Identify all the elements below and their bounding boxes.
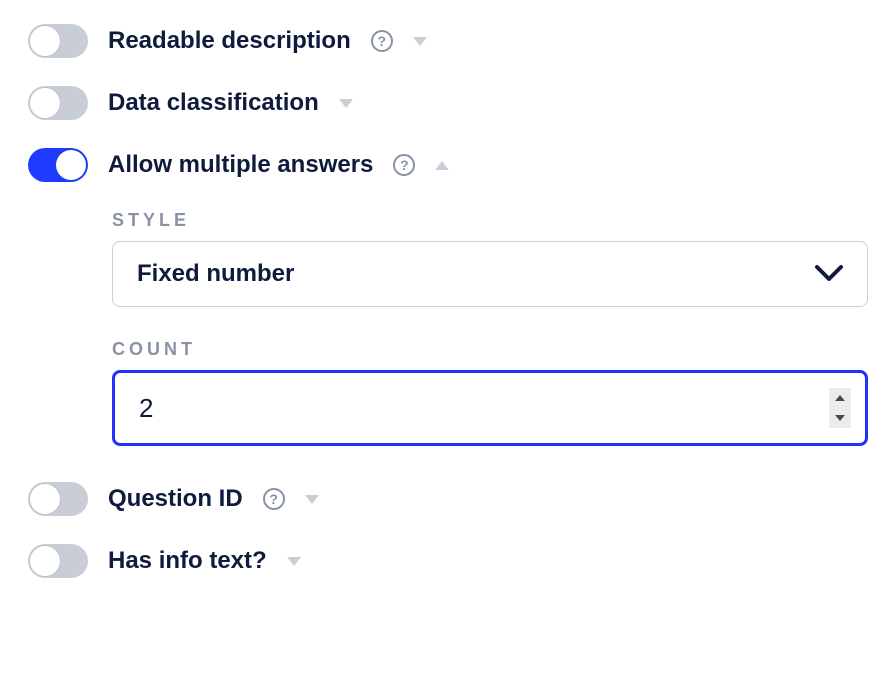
row-data-classification: Data classification (28, 86, 868, 120)
chevron-down-icon (815, 265, 843, 283)
chevron-down-icon[interactable] (287, 557, 301, 566)
toggle-has-info-text[interactable] (28, 544, 88, 578)
chevron-up-icon[interactable] (435, 161, 449, 170)
chevron-down-icon[interactable] (305, 495, 319, 504)
count-stepper[interactable] (829, 388, 851, 428)
help-icon[interactable]: ? (393, 154, 415, 176)
toggle-data-classification[interactable] (28, 86, 88, 120)
help-icon[interactable]: ? (263, 488, 285, 510)
style-select[interactable]: Fixed number (112, 241, 868, 307)
style-select-value: Fixed number (137, 260, 294, 288)
multiple-answers-panel: STYLE Fixed number COUNT 2 (112, 210, 868, 446)
style-field-label: STYLE (112, 210, 868, 231)
row-question-id: Question ID ? (28, 482, 868, 516)
count-field-label: COUNT (112, 339, 868, 360)
chevron-down-icon[interactable] (339, 99, 353, 108)
toggle-question-id[interactable] (28, 482, 88, 516)
row-has-info-text: Has info text? (28, 544, 868, 578)
label-question-id: Question ID (108, 485, 243, 513)
toggle-allow-multiple-answers[interactable] (28, 148, 88, 182)
label-readable-description: Readable description (108, 27, 351, 55)
count-input-value: 2 (139, 393, 153, 424)
chevron-down-icon[interactable] (413, 37, 427, 46)
help-icon[interactable]: ? (371, 30, 393, 52)
label-allow-multiple-answers: Allow multiple answers (108, 151, 373, 179)
label-data-classification: Data classification (108, 89, 319, 117)
label-has-info-text: Has info text? (108, 547, 267, 575)
count-input[interactable]: 2 (112, 370, 868, 446)
row-readable-description: Readable description ? (28, 24, 868, 58)
row-allow-multiple-answers: Allow multiple answers ? (28, 148, 868, 182)
stepper-down-icon[interactable] (835, 415, 845, 421)
stepper-up-icon[interactable] (835, 395, 845, 401)
toggle-readable-description[interactable] (28, 24, 88, 58)
